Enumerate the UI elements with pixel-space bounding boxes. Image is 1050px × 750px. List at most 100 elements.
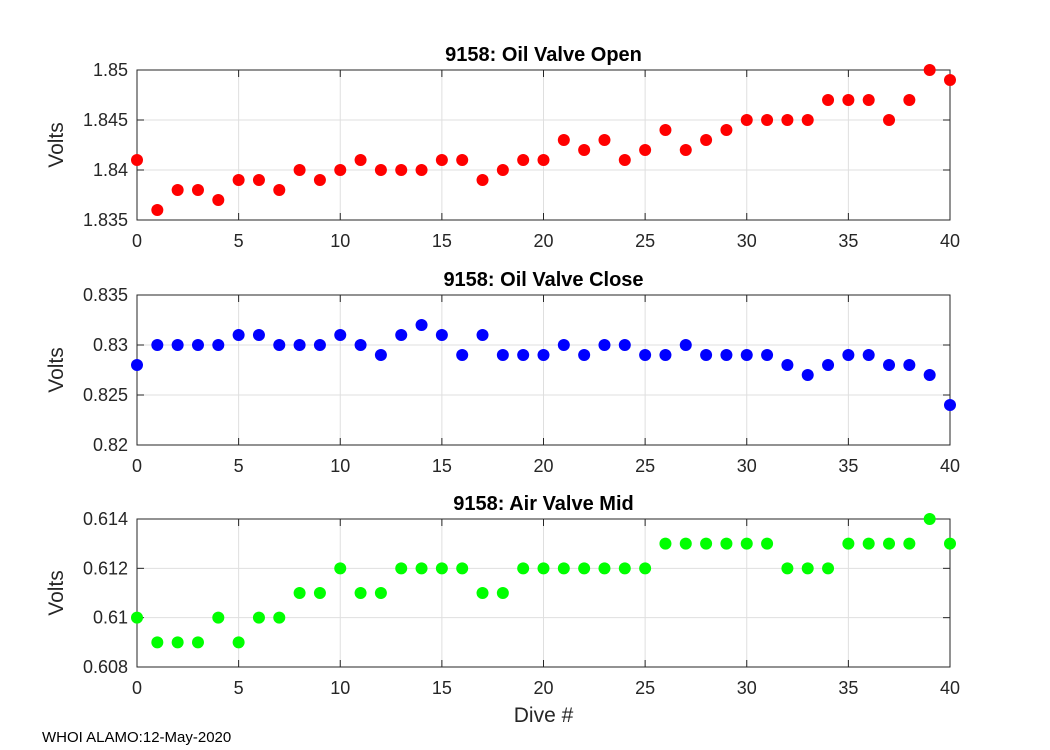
- data-point: [557, 134, 570, 146]
- y-tick-label: 1.84: [93, 160, 128, 180]
- data-point: [923, 64, 936, 76]
- data-point: [293, 587, 306, 599]
- data-point: [801, 562, 814, 575]
- data-point: [903, 94, 916, 106]
- axes-frame: [136, 69, 951, 221]
- chart-title: 9158: Oil Valve Close: [443, 269, 643, 291]
- data-point: [273, 611, 286, 624]
- data-point: [842, 94, 855, 106]
- data-point: [293, 339, 306, 351]
- panel-oil-valve-open: 0 5 10 15 20 25 30 35 40 1.835 1.84 1.845 1.85 9158: …: [45, 44, 960, 251]
- data-point: [822, 359, 835, 371]
- x-tick-label: 10: [330, 231, 350, 251]
- data-point: [639, 144, 652, 156]
- data-point: [578, 562, 591, 575]
- data-point: [496, 164, 509, 176]
- panel-air-valve-mid: 0 5 10 15 20 25 30 35 40 0.608 0.61 0.612 0.614 9158:…: [45, 493, 960, 727]
- y-tick-label: 1.835: [83, 210, 128, 230]
- data-point: [415, 319, 428, 331]
- x-axis-label: Dive #: [514, 704, 574, 727]
- data-point: [862, 349, 875, 361]
- data-point: [435, 562, 448, 575]
- data-point: [822, 94, 835, 106]
- data-point: [313, 174, 326, 186]
- data-point: [435, 154, 448, 166]
- data-point: [944, 537, 956, 550]
- data-point: [720, 537, 733, 550]
- data-point: [131, 359, 143, 371]
- data-point: [313, 587, 326, 599]
- data-point: [517, 562, 530, 575]
- y-tick-label: 0.614: [83, 509, 128, 529]
- data-point: [842, 537, 855, 550]
- data-point: [395, 164, 408, 176]
- data-point: [801, 114, 814, 126]
- data-point: [781, 114, 794, 126]
- data-point: [171, 636, 184, 649]
- data-point: [700, 537, 713, 550]
- data-point: [151, 339, 164, 351]
- data-point: [191, 636, 204, 649]
- panel-oil-valve-close: 0 5 10 15 20 25 30 35 40 0.82 0.825 0.83 0.835 9158: …: [45, 269, 960, 476]
- x-tick-label: 0: [132, 456, 142, 476]
- data-point: [273, 184, 286, 196]
- x-tick-label: 25: [635, 456, 655, 476]
- data-point: [781, 562, 794, 575]
- data-point: [476, 329, 489, 341]
- y-tick-label: 0.608: [83, 657, 128, 677]
- x-tick-label: 20: [533, 231, 553, 251]
- x-tick-label: 35: [838, 678, 858, 698]
- data-point: [557, 562, 570, 575]
- data-point: [944, 399, 956, 411]
- data-point: [537, 562, 550, 575]
- x-tick-label: 20: [533, 678, 553, 698]
- y-axis-label: Volts: [45, 570, 68, 616]
- data-point: [883, 359, 896, 371]
- data-point: [761, 114, 774, 126]
- data-point: [212, 339, 225, 351]
- data-point: [557, 339, 570, 351]
- data-point: [456, 349, 469, 361]
- data-point: [639, 562, 652, 575]
- data-point: [517, 154, 530, 166]
- data-point: [618, 154, 631, 166]
- chart-title: 9158: Oil Valve Open: [445, 44, 642, 66]
- x-tick-label: 20: [533, 456, 553, 476]
- y-tick-label: 0.83: [93, 335, 128, 355]
- y-tick-label: 0.612: [83, 558, 128, 578]
- data-point: [761, 537, 774, 550]
- y-tick-label: 1.845: [83, 110, 128, 130]
- data-point: [496, 587, 509, 599]
- y-axis-label: Volts: [45, 122, 68, 168]
- data-point: [700, 349, 713, 361]
- data-point: [313, 339, 326, 351]
- data-point: [131, 611, 143, 624]
- data-point: [883, 537, 896, 550]
- data-point: [537, 154, 550, 166]
- data-point: [354, 587, 367, 599]
- data-point: [639, 349, 652, 361]
- data-point: [374, 587, 387, 599]
- data-point: [273, 339, 286, 351]
- x-tick-label: 0: [132, 678, 142, 698]
- x-tick-label: 40: [940, 456, 960, 476]
- data-point: [151, 636, 164, 649]
- data-point: [456, 154, 469, 166]
- data-point: [232, 174, 245, 186]
- data-point: [537, 349, 550, 361]
- data-point: [232, 636, 245, 649]
- data-point: [191, 184, 204, 196]
- data-point: [191, 339, 204, 351]
- data-point: [923, 369, 936, 381]
- data-point: [435, 329, 448, 341]
- data-point: [334, 164, 347, 176]
- data-point: [944, 74, 956, 86]
- data-point: [740, 349, 753, 361]
- data-point: [740, 114, 753, 126]
- data-point: [578, 144, 591, 156]
- data-point: [374, 164, 387, 176]
- data-point: [334, 562, 347, 575]
- x-tick-label: 15: [432, 456, 452, 476]
- data-point: [354, 339, 367, 351]
- data-point: [476, 174, 489, 186]
